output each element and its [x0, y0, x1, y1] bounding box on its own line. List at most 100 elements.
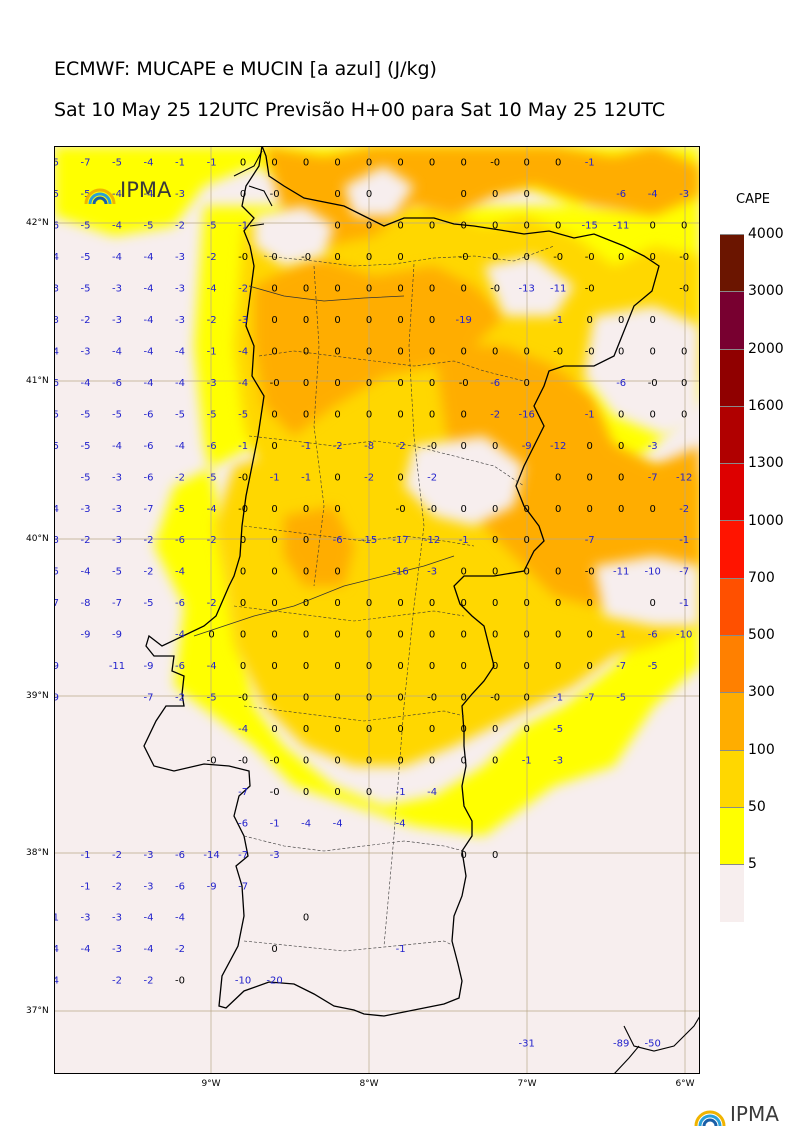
cin-value-label: 0 [366, 598, 372, 609]
cin-value-label: -0 [301, 252, 311, 263]
cin-value-label: 0 [555, 472, 561, 483]
cin-value-label: 0 [492, 724, 498, 735]
cin-value-label: 0 [303, 315, 309, 326]
cin-value-label: -7 [144, 504, 154, 515]
cin-value-label: -2 [207, 598, 217, 609]
cin-value-label: 0 [397, 409, 403, 420]
cin-value-label: -4 [427, 787, 437, 798]
cin-value-label: -6 [175, 881, 185, 892]
cin-value-label: -5 [207, 409, 217, 420]
cin-value-label: -6 [112, 378, 122, 389]
cin-value-label: 0 [524, 693, 530, 704]
colorbar-tick-label: 3000 [748, 283, 784, 300]
cin-value-label: 0 [334, 787, 340, 798]
cin-value-label: -4 [175, 441, 185, 452]
cin-value-label: 0 [429, 409, 435, 420]
cin-value-label: -4 [175, 913, 185, 924]
cin-value-label: -0 [270, 787, 280, 798]
cin-value-label: -5 [112, 158, 122, 169]
cin-value-label: -8 [364, 441, 374, 452]
colorbar-segment [720, 635, 744, 693]
colorbar-segment [720, 749, 744, 807]
cin-value-label: 0 [397, 661, 403, 672]
cin-value-label: -0 [238, 504, 248, 515]
cin-value-label: 0 [303, 535, 309, 546]
cin-value-label: 0 [524, 535, 530, 546]
cin-value-label: -1 [238, 441, 248, 452]
cin-value-label: -9 [112, 630, 122, 641]
cin-value-label: 0 [650, 252, 656, 263]
cin-value-label: -5 [81, 441, 91, 452]
cin-value-label: -7 [144, 693, 154, 704]
cin-value-label: 0 [397, 598, 403, 609]
cin-value-label: -0 [427, 504, 437, 515]
cin-value-label: -0 [459, 252, 469, 263]
cin-value-label: 0 [461, 567, 467, 578]
cin-value-label: 0 [618, 504, 624, 515]
cin-value-label: 0 [492, 755, 498, 766]
cin-value-label: 0 [334, 567, 340, 578]
cin-value-label: -5 [175, 504, 185, 515]
colorbar-segment [720, 405, 744, 464]
cin-value-label: -7 [112, 598, 122, 609]
cin-value-label: -4 [648, 189, 658, 200]
cin-value-label: 0 [555, 661, 561, 672]
cin-value-label: 0 [492, 850, 498, 861]
cin-value-label: -5 [81, 284, 91, 295]
cin-value-label: 0 [271, 693, 277, 704]
cin-value-label: 0 [303, 378, 309, 389]
cin-value-label: 0 [397, 347, 403, 358]
cin-value-label: -7 [679, 567, 689, 578]
cin-value-label: 0 [618, 252, 624, 263]
cin-value-label: 0 [334, 504, 340, 515]
cin-value-label: -1 [301, 441, 311, 452]
cin-value-label: -16 [392, 567, 408, 578]
cin-value-label: 0 [366, 755, 372, 766]
cin-value-label: 0 [429, 661, 435, 672]
colorbar-tick-label: 1000 [748, 512, 784, 529]
cin-value-label: 0 [429, 284, 435, 295]
cin-value-label: 0 [618, 409, 624, 420]
cin-value-label: 0 [271, 252, 277, 263]
lat-label-39n: 39°N [26, 691, 49, 701]
lon-label-6w: 6°W [675, 1079, 695, 1089]
cin-value-label: -4 [238, 347, 248, 358]
cin-value-label: -5 [54, 158, 59, 169]
cin-value-label: -0 [238, 693, 248, 704]
cin-value-label: 0 [461, 347, 467, 358]
cin-value-label: -5 [207, 221, 217, 232]
cin-value-label: -3 [54, 284, 59, 295]
cin-value-label: -4 [54, 504, 59, 515]
cin-value-label: -1 [553, 315, 563, 326]
cin-value-label: -4 [144, 158, 154, 169]
ipma-logo-text: IPMA [730, 1102, 779, 1126]
colorbar-segment [720, 864, 744, 922]
cin-value-label: -4 [144, 284, 154, 295]
cin-value-label: 0 [681, 347, 687, 358]
cin-value-label: 0 [271, 567, 277, 578]
cin-value-label: -3 [553, 755, 563, 766]
cin-value-label: 0 [303, 630, 309, 641]
cin-value-label: -11 [109, 661, 125, 672]
cin-value-label: -4 [396, 818, 406, 829]
cin-value-label: 0 [366, 158, 372, 169]
coastline [143, 146, 660, 1017]
cin-value-label: -4 [54, 976, 59, 987]
cin-value-label: 0 [461, 284, 467, 295]
cin-value-label: 0 [555, 158, 561, 169]
cin-value-label: -9 [81, 630, 91, 641]
cin-value-label: -2 [207, 315, 217, 326]
cin-value-label: 0 [303, 755, 309, 766]
cin-value-label: 0 [366, 724, 372, 735]
cin-value-label: 0 [681, 221, 687, 232]
cin-value-label: -9 [207, 881, 217, 892]
cin-value-label: 0 [366, 630, 372, 641]
cin-value-label: -1 [301, 472, 311, 483]
cin-value-label: -0 [238, 472, 248, 483]
lon-label-7w: 7°W [517, 1079, 537, 1089]
cin-value-label: 0 [429, 315, 435, 326]
cin-value-label: 0 [524, 378, 530, 389]
cin-value-label: 0 [397, 158, 403, 169]
cin-value-label: 0 [240, 535, 246, 546]
cin-value-label: 0 [397, 724, 403, 735]
